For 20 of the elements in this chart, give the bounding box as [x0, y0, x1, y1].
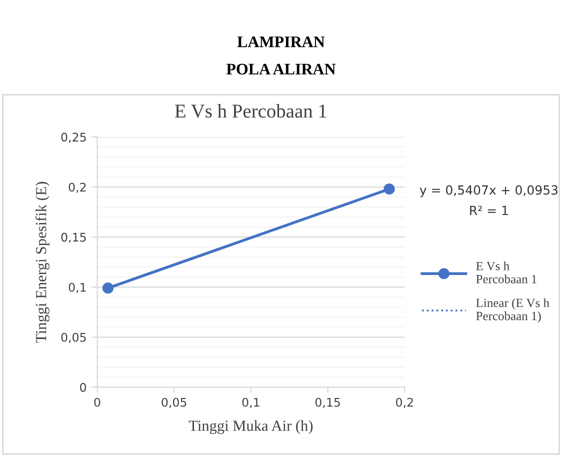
y-tick-label: 0,2 [68, 182, 86, 193]
y-tick-label: 0,1 [68, 282, 86, 293]
x-tick-label: 0,05 [162, 398, 186, 408]
text: y = 0,5407x + 0,0953 [420, 185, 558, 198]
x-tick-label: 0 [94, 398, 100, 407]
y-tick-label: 0,25 [61, 132, 86, 143]
y-tick-label: 0,05 [61, 332, 86, 344]
legend-label: Linear (E Vs h Percobaan 1) [476, 298, 550, 323]
x-axis-title: Tinggi Muka Air (h) [188, 420, 313, 434]
text: POLA ALIRAN [226, 64, 336, 75]
chart-title: E Vs h Percobaan 1 [174, 104, 326, 118]
y-tick-label: 0 [80, 382, 86, 392]
legend-label: E Vs h Percobaan 1 [476, 261, 536, 284]
x-tick-label: 0,2 [396, 398, 413, 408]
y-tick-label: 0,15 [61, 232, 86, 243]
x-tick-label: 0,15 [315, 398, 340, 408]
text: LAMPIRAN [237, 36, 325, 48]
text: R² = 1 [470, 206, 508, 216]
x-tick-label: 0,1 [242, 398, 260, 408]
y-axis-title: Tinggi Energi Spesifik (E) [35, 182, 50, 343]
